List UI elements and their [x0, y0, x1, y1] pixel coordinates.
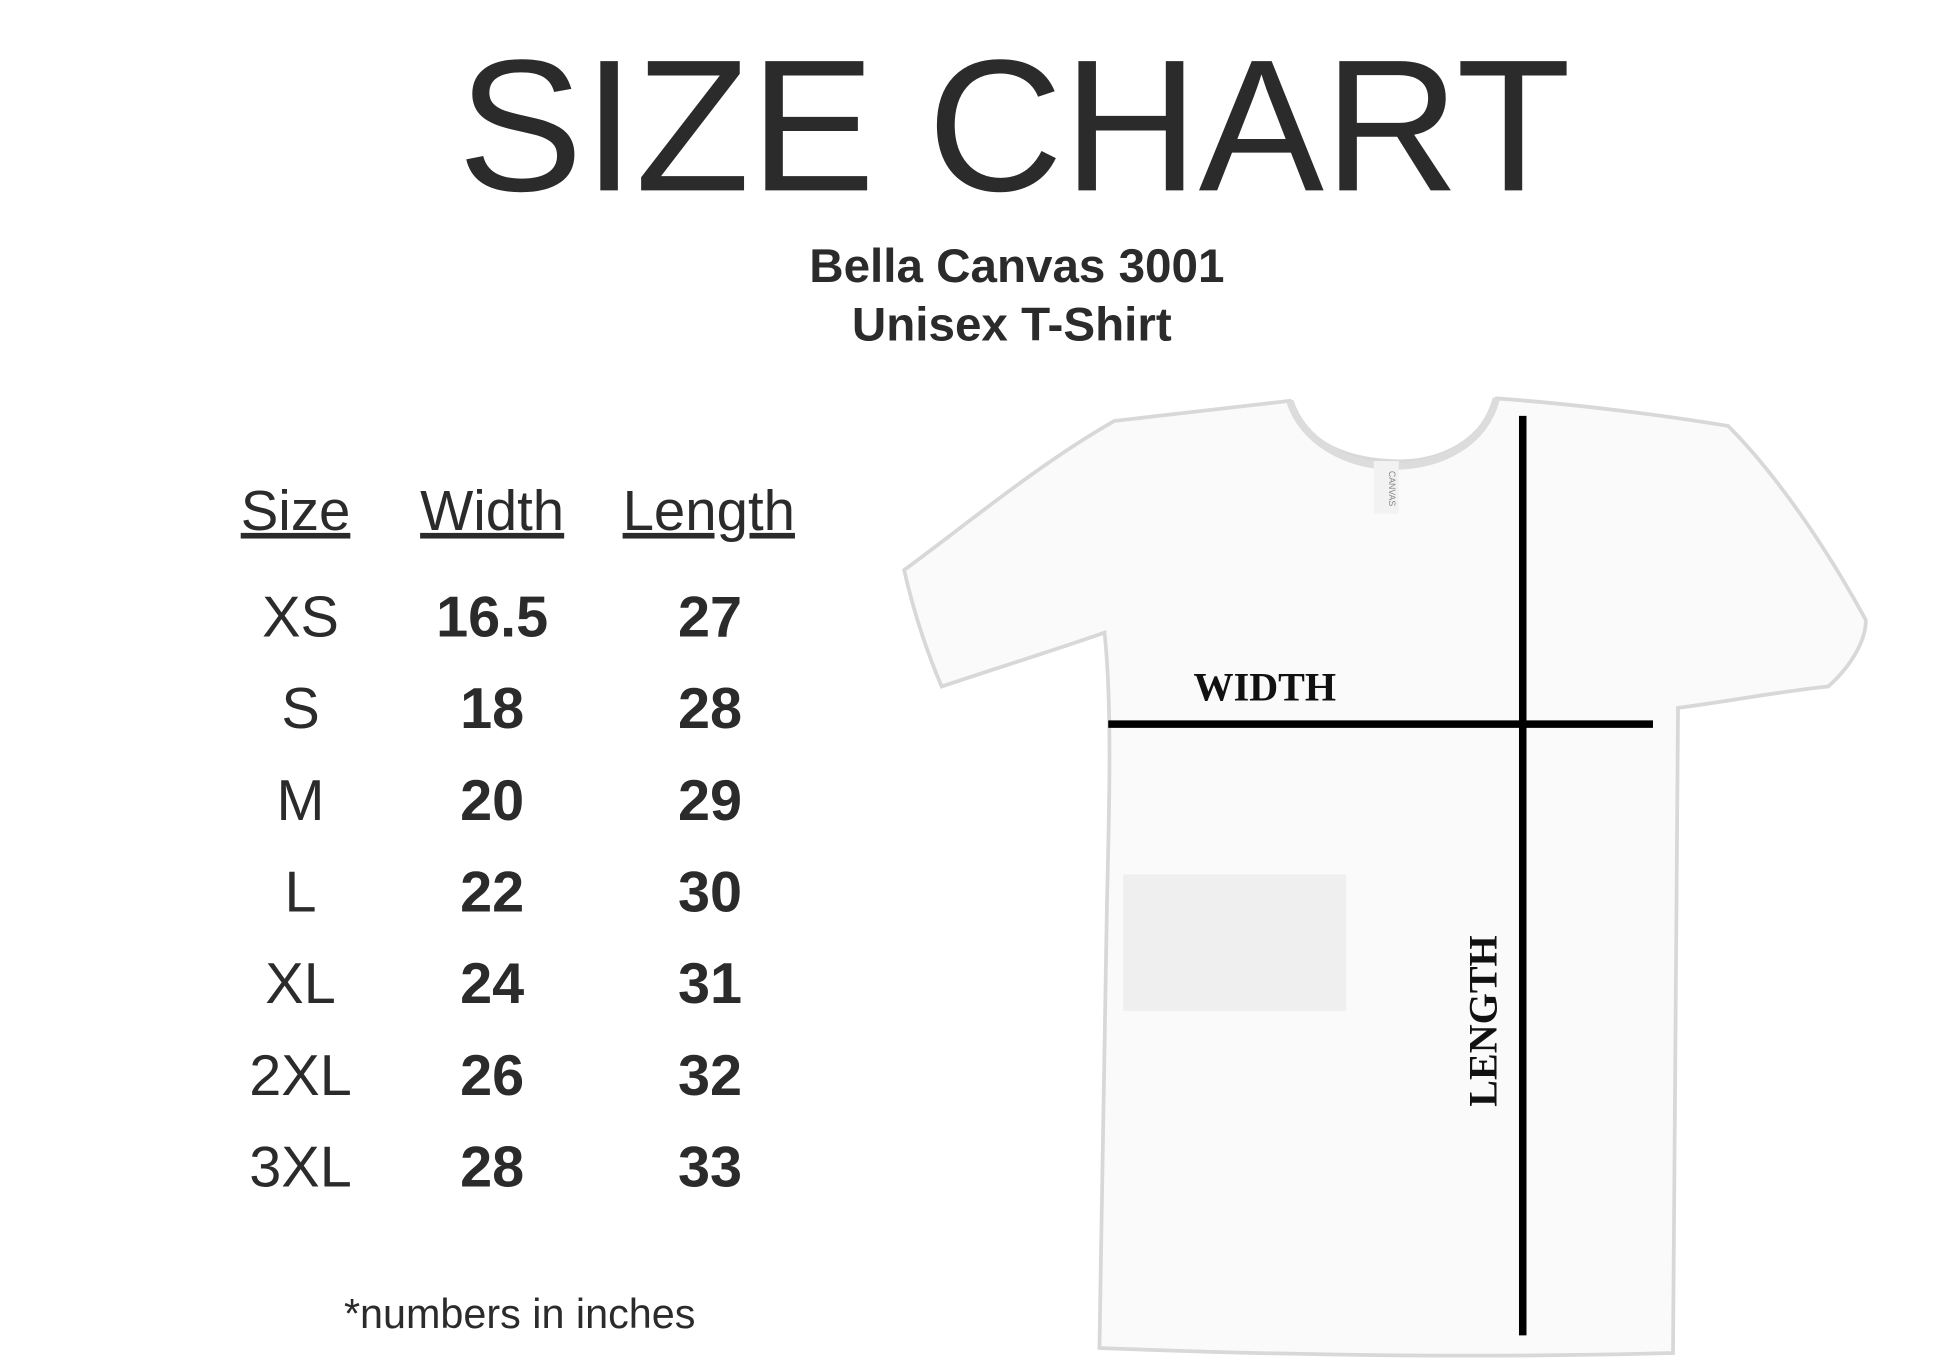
- measure-cell: 28: [460, 1136, 524, 1200]
- size-cell: 2XL: [249, 1044, 351, 1108]
- column-header: Size: [241, 479, 351, 542]
- footnote: *numbers in inches: [344, 1291, 695, 1337]
- measure-cell: 29: [678, 769, 742, 833]
- shirt: CANVAS WIDTH LENGTH: [902, 396, 1868, 1358]
- size-table: Size Width Length XS 16.5 27 S 18 28 M 20 29 L 22 30 XL…: [241, 479, 795, 1200]
- subtitle: Unisex T-Shirt: [852, 299, 1172, 352]
- patch: [1123, 874, 1347, 1011]
- measure-cell: 31: [678, 952, 742, 1016]
- measure-cell: 30: [678, 860, 742, 924]
- subtitle: Bella Canvas 3001: [809, 240, 1224, 293]
- measure-cell: 26: [460, 1044, 524, 1108]
- shirt-body: [902, 396, 1868, 1358]
- size-cell: 3XL: [249, 1136, 351, 1200]
- measure-cell: 20: [460, 769, 524, 833]
- size-cell: XS: [262, 585, 339, 649]
- measure-cell: 24: [460, 952, 524, 1016]
- tag: [1373, 461, 1399, 514]
- length-label: LENGTH: [1460, 935, 1505, 1106]
- measure-cell: 27: [678, 585, 742, 649]
- size-cell: L: [285, 860, 317, 924]
- title: SIZE CHART: [458, 20, 1571, 230]
- column-header: Width: [420, 479, 564, 542]
- measure-cell: 32: [678, 1044, 742, 1108]
- size-cell: M: [277, 769, 325, 833]
- measure-cell: 33: [678, 1136, 742, 1200]
- column-header: Length: [623, 479, 795, 542]
- size-cell: S: [281, 677, 319, 741]
- tag-text: CANVAS: [1387, 471, 1397, 507]
- size-cell: XL: [265, 952, 335, 1016]
- measure-cell: 18: [460, 677, 524, 741]
- measure-cell: 28: [678, 677, 742, 741]
- measure-cell: 16.5: [436, 585, 548, 649]
- measure-cell: 22: [460, 860, 524, 924]
- width-label: WIDTH: [1194, 664, 1336, 709]
